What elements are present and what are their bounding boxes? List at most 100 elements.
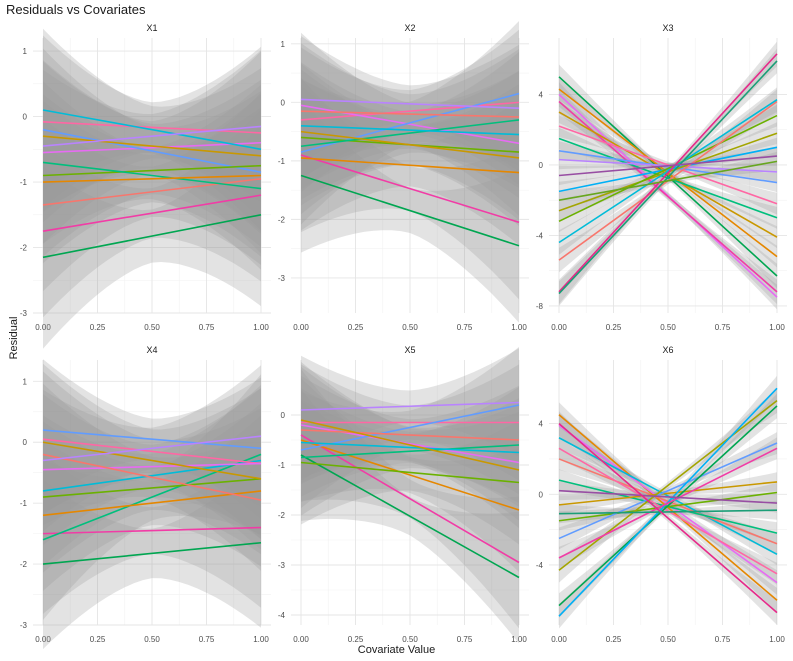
chart-title: Residuals vs Covariates (6, 2, 146, 17)
fit-line (558, 53, 778, 293)
facet-label-x2: X2 (404, 23, 415, 33)
fit-line (558, 489, 778, 504)
y-tick-label: 1 (23, 377, 28, 386)
y-tick-label: -3 (20, 621, 28, 630)
fit-line (558, 155, 778, 177)
y-tick-label: -8 (536, 302, 544, 311)
y-tick-label: -3 (278, 274, 286, 283)
x-tick-label: 0.50 (660, 635, 676, 644)
fit-line (558, 114, 778, 223)
x-tick-label: 0.00 (35, 635, 51, 644)
fit-line (42, 453, 262, 541)
fit-line (300, 444, 520, 459)
x-tick-label: 0.50 (144, 323, 160, 332)
x-tick-label: 0.75 (199, 323, 215, 332)
fit-line (558, 422, 778, 614)
facet-label-x6: X6 (662, 345, 673, 355)
y-tick-label: -4 (536, 231, 544, 240)
panel-x4: X4 0.00 0.25 0.50 0.75 1.00 1 0 -1 -2 -3 (20, 345, 271, 650)
fit-line (300, 454, 520, 579)
fit-line (300, 404, 520, 451)
fit-line (300, 441, 520, 454)
fit-line (558, 160, 778, 201)
fit-line (42, 541, 262, 565)
y-tick-label: -1 (20, 499, 28, 508)
y-tick-label: 4 (539, 90, 544, 99)
fit-line (300, 119, 520, 148)
fit-line (42, 429, 262, 450)
fit-line (300, 110, 520, 118)
x-tick-label: 0.25 (90, 635, 106, 644)
fit-line (42, 214, 262, 259)
fit-line (42, 438, 262, 465)
fit-line (300, 419, 520, 471)
fit-line (42, 161, 262, 190)
fit-line (300, 101, 520, 121)
fit-line (300, 130, 520, 159)
y-tick-label: -2 (278, 511, 286, 520)
y-tick-label: -2 (20, 244, 28, 253)
x-tick-label: 1.00 (769, 635, 785, 644)
y-tick-label: -1 (278, 157, 286, 166)
panel-x6: X6 0.00 0.25 0.50 0.75 1.00 4 0 -4 (536, 345, 787, 644)
fit-line (558, 150, 778, 184)
x-tick-label: 1.00 (511, 323, 527, 332)
fit-line (300, 157, 520, 174)
x-tick-label: 0.75 (457, 323, 473, 332)
fit-line (558, 99, 778, 244)
fit-line (558, 509, 778, 515)
fit-line (42, 459, 262, 492)
y-tick-label: -2 (20, 560, 28, 569)
y-tick-label: -4 (278, 611, 286, 620)
fit-line (558, 111, 778, 238)
x-tick-label: 0.75 (715, 635, 731, 644)
x-tick-label: 1.00 (253, 323, 269, 332)
x-tick-label: 1.00 (511, 635, 527, 644)
panel-x5: X5 0.00 0.25 0.50 0.75 1.00 0 -1 -2 -3 -4 (278, 345, 529, 644)
y-tick-label: -2 (278, 215, 286, 224)
facet-label-x1: X1 (146, 23, 157, 33)
x-tick-label: 1.00 (253, 635, 269, 644)
y-tick-label: -1 (278, 461, 286, 470)
y-tick-label: 0 (539, 490, 544, 499)
panel-x1: X1 0.00 0.25 0.50 0.75 1.00 1 0 -1 -2 -3 (20, 23, 271, 349)
y-tick-label: 0 (281, 98, 286, 107)
y-tick-label: 0 (23, 438, 28, 447)
fit-line (42, 194, 262, 232)
x-tick-label: 0.00 (293, 635, 309, 644)
fit-line (42, 135, 262, 157)
fit-line (42, 453, 262, 501)
fit-line (300, 401, 520, 411)
x-axis-label: Covariate Value (357, 644, 436, 656)
fit-line (42, 174, 262, 183)
x-tick-label: 0.00 (35, 323, 51, 332)
fit-line (42, 109, 262, 151)
x-tick-label: 0.25 (348, 323, 364, 332)
x-tick-label: 0.50 (402, 635, 418, 644)
fit-line (42, 125, 262, 147)
x-tick-label: 0.75 (457, 635, 473, 644)
x-tick-label: 0.25 (606, 323, 622, 332)
fit-line (558, 447, 778, 575)
x-tick-label: 0.00 (551, 635, 567, 644)
x-tick-label: 0.25 (348, 635, 364, 644)
panel-x3: X3 0.00 0.25 0.50 0.75 1.00 4 0 -4 -8 (536, 23, 787, 332)
fit-line (42, 121, 262, 134)
x-tick-label: 0.00 (551, 323, 567, 332)
y-tick-label: -3 (20, 309, 28, 318)
fit-line (300, 439, 520, 511)
fit-line (42, 177, 262, 206)
fit-line (300, 154, 520, 224)
fit-line (42, 441, 262, 480)
fit-line (558, 437, 778, 556)
fit-line (300, 174, 520, 247)
fit-line (42, 435, 262, 462)
fit-line (558, 400, 778, 571)
x-tick-label: 0.75 (199, 635, 215, 644)
y-tick-label: 0 (539, 161, 544, 170)
panel-x2: X2 0.00 0.25 0.50 0.75 1.00 1 0 -1 -2 -3 (278, 21, 529, 332)
fit-line (558, 60, 778, 295)
y-tick-label: 0 (23, 113, 28, 122)
facet-label-x4: X4 (146, 345, 157, 355)
